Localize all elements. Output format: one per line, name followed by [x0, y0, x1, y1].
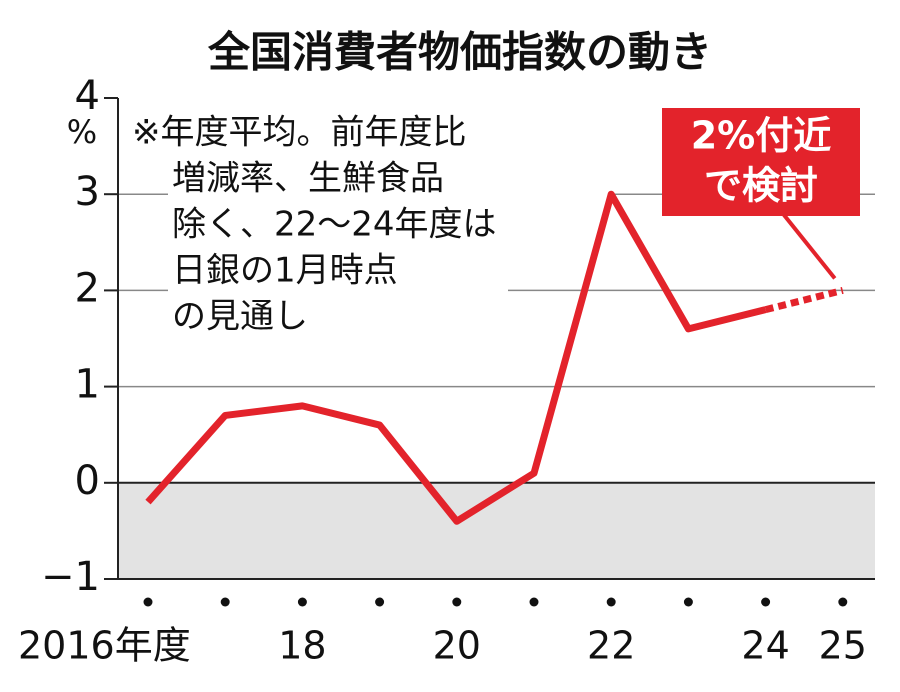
- note-line: ※年度平均。前年度比: [132, 113, 467, 153]
- note-line: の見通し: [172, 297, 308, 337]
- note-bg: [168, 296, 508, 340]
- x-tick-dot: [683, 597, 693, 607]
- x-tick-dot: [452, 597, 462, 607]
- note-line: 増減率、生鮮食品: [172, 159, 444, 199]
- callout-text: で検討: [704, 164, 818, 208]
- x-tick-dot: [761, 597, 771, 607]
- y-tick-label: 3: [75, 169, 100, 215]
- y-tick-label: 0: [75, 458, 100, 504]
- note-bg: [128, 112, 568, 156]
- x-tick-dot: [375, 597, 385, 607]
- x-tick-label: 2016年度: [18, 624, 191, 668]
- y-unit: %: [67, 113, 97, 151]
- x-tick-label: 22: [587, 624, 635, 668]
- note-line: 日銀の1月時点: [172, 251, 398, 291]
- x-tick-dot: [529, 597, 539, 607]
- x-tick-dot: [297, 597, 307, 607]
- callout-text: 2%付近: [691, 114, 832, 158]
- note-line: 除く、22～24年度は: [172, 205, 497, 245]
- callout-box: [662, 108, 860, 216]
- y-tick-label: −1: [41, 554, 100, 600]
- note-bg: [168, 250, 508, 294]
- chart-title: 全国消費者物価指数の動き: [207, 28, 712, 77]
- y-tick-label: 4: [75, 73, 100, 119]
- note-bg: [168, 158, 608, 202]
- callout-pointer: [778, 208, 837, 280]
- y-tick-label: 1: [75, 362, 100, 408]
- data-line: [145, 190, 767, 525]
- x-tick-label: 25: [819, 624, 867, 668]
- x-tick-label: 18: [278, 624, 326, 668]
- data-line: [764, 287, 844, 314]
- x-tick-dot: [143, 597, 153, 607]
- x-tick-dot: [220, 597, 230, 607]
- x-tick-label: 24: [741, 624, 789, 668]
- x-tick-dot: [838, 597, 848, 607]
- x-tick-label: 20: [433, 624, 481, 668]
- x-tick-dot: [606, 597, 616, 607]
- y-tick-label: 2: [75, 265, 100, 311]
- note-bg: [168, 204, 608, 248]
